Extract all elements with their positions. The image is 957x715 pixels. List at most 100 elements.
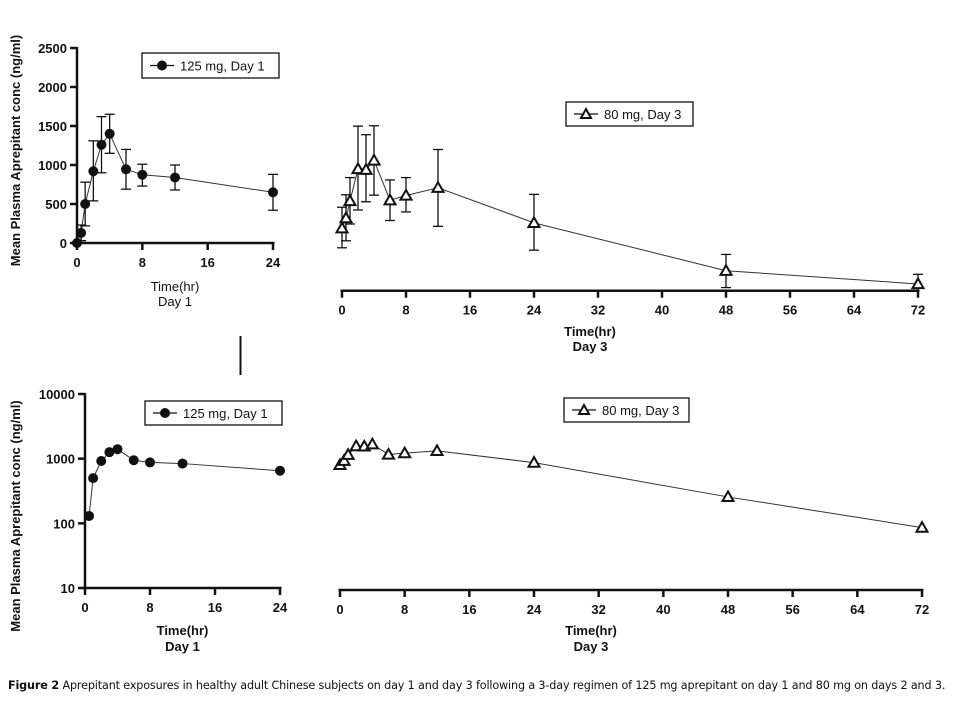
data-point	[88, 473, 99, 484]
x-tick-label: 8	[401, 602, 408, 617]
x-tick-label: 0	[336, 602, 343, 617]
x-tick-label: 8	[402, 303, 409, 318]
x-tick-label: 0	[338, 303, 345, 318]
x-tick-label: 16	[208, 600, 222, 615]
data-point	[112, 444, 123, 455]
data-point	[910, 276, 926, 290]
x-tick-label: 48	[721, 602, 735, 617]
data-point	[128, 455, 139, 466]
y-axis-title: Mean Plasma Aprepitant conc (ng/ml)	[8, 35, 23, 266]
x-axis-subtitle: Day 3	[573, 339, 608, 354]
data-point	[718, 263, 734, 276]
x-tick-label: 40	[656, 602, 670, 617]
x-axis-subtitle: Day 1	[165, 639, 200, 654]
data-point	[348, 438, 364, 452]
data-point	[96, 456, 107, 467]
data-point	[84, 510, 95, 521]
data-point	[121, 164, 131, 175]
data-point	[720, 489, 736, 503]
y-tick-label: 100	[53, 516, 75, 531]
y-axis-title: Mean Plasma Aprepitant conc (ng/ml)	[8, 400, 23, 631]
legend-label: 80 mg, Day 3	[604, 107, 681, 122]
legend-marker-triangle	[577, 402, 591, 415]
data-point	[382, 192, 398, 206]
x-tick-label: 48	[719, 303, 733, 318]
data-point	[430, 180, 446, 193]
legend-label: 125 mg, Day 1	[183, 406, 268, 421]
x-tick-label: 32	[591, 602, 605, 617]
series-line	[341, 159, 919, 285]
data-point	[340, 447, 356, 460]
caption-text: Aprepitant exposures in healthy adult Ch…	[62, 679, 946, 692]
y-tick-label: 500	[45, 197, 67, 212]
x-tick-label: 16	[462, 602, 476, 617]
legend-marker-triangle	[579, 106, 593, 119]
data-point	[336, 453, 352, 466]
x-tick-label: 24	[527, 303, 542, 318]
x-tick-label: 0	[81, 600, 88, 615]
x-axis-title: Time(hr)	[151, 279, 200, 294]
x-tick-label: 40	[655, 303, 669, 318]
x-tick-label: 16	[200, 255, 214, 270]
x-tick-label: 56	[785, 602, 799, 617]
data-point	[177, 458, 188, 469]
legend: 80 mg, Day 3	[563, 397, 690, 423]
legend-label: 125 mg, Day 1	[180, 59, 265, 74]
data-point	[104, 128, 115, 139]
x-tick-label: 64	[850, 602, 865, 617]
data-point	[334, 220, 350, 234]
x-axis-title: Time(hr)	[565, 623, 617, 638]
legend-marker-circle	[157, 60, 167, 71]
data-point	[914, 520, 930, 533]
legend: 125 mg, Day 1	[144, 400, 283, 426]
legend-label: 80 mg, Day 3	[602, 403, 679, 418]
y-tick-label: 10	[61, 581, 75, 596]
legend-marker-circle	[160, 408, 170, 418]
legend: 125 mg, Day 1	[141, 52, 280, 79]
chart-panel-linear-day1: 0 8 16 24 Time(hr)Day 1 0 500 1000 1500 2000 2500 M…	[8, 35, 281, 309]
x-axis-title: Time(hr)	[564, 324, 616, 339]
y-tick-label: 1500	[38, 119, 67, 134]
data-point	[96, 139, 107, 150]
data-point	[398, 188, 414, 201]
x-tick-label: 8	[146, 600, 153, 615]
data-point	[350, 161, 366, 175]
data-point	[104, 447, 115, 458]
x-tick-label: 64	[847, 303, 862, 318]
x-tick-label: 24	[273, 600, 288, 615]
data-point	[365, 436, 380, 450]
data-point	[366, 152, 382, 166]
data-point	[342, 193, 358, 207]
series-line	[76, 132, 274, 244]
y-tick-label: 2500	[38, 41, 67, 56]
data-point	[338, 210, 354, 224]
data-point	[381, 446, 396, 460]
x-tick-label: 16	[463, 303, 477, 318]
caption-label: Figure 2	[8, 679, 60, 692]
chart-panel-linear-day3: 0 8 16 24 32 40 48 56 64 72 Time(hr)Day 3 80 mg, Da…	[334, 101, 926, 354]
y-tick-label: 1000	[38, 158, 67, 173]
series-line	[339, 443, 923, 529]
data-point	[358, 162, 374, 175]
x-tick-label: 56	[783, 303, 797, 318]
data-point	[397, 445, 412, 459]
data-point	[429, 443, 445, 456]
data-point	[88, 166, 99, 177]
legend-box	[565, 101, 694, 127]
figure-caption: Figure 2 Aprepitant exposures in healthy…	[8, 679, 945, 692]
y-tick-label: 2000	[38, 80, 67, 95]
x-tick-label: 24	[266, 255, 281, 270]
legend: 80 mg, Day 3	[565, 101, 694, 127]
chart-panel-log-day3: 0 8 16 24 32 40 48 56 64 72 Time(hr)Day 3 80 mg, Da…	[332, 397, 930, 654]
x-axis-subtitle: Day 3	[574, 639, 609, 654]
x-tick-label: 24	[527, 602, 542, 617]
data-point	[526, 455, 542, 468]
x-tick-label: 8	[139, 255, 146, 270]
x-tick-label: 0	[73, 255, 80, 270]
x-axis-title: Time(hr)	[157, 623, 209, 638]
chart-panel-log-day1: 0 8 16 24 Time(hr)Day 1 10 100 1000 10000 Mean Pl…	[8, 387, 288, 654]
x-tick-label: 32	[591, 303, 605, 318]
y-tick-label: 0	[60, 236, 67, 251]
x-axis-subtitle: Day 1	[158, 294, 192, 309]
